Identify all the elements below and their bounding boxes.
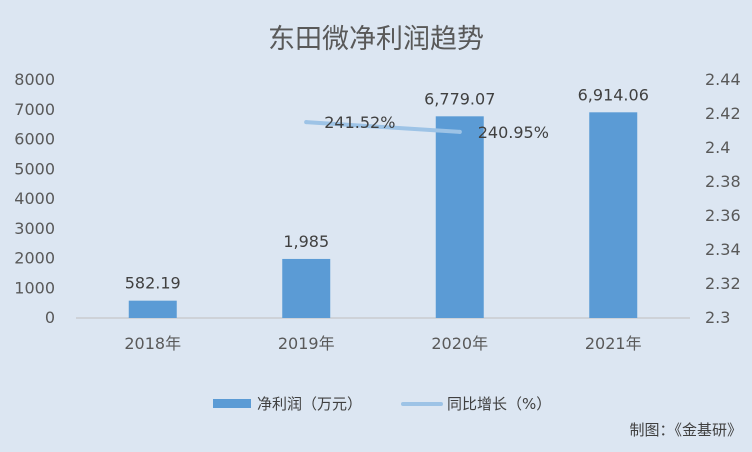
bar-data-label: 6,779.07 xyxy=(424,89,495,108)
bar xyxy=(435,116,484,319)
bar xyxy=(282,258,331,318)
line-data-label: 241.52% xyxy=(324,113,395,132)
bar-data-labels: 582.19 1,985 6,779.07 6,914.06 xyxy=(125,85,649,292)
x-axis: 2018年 2019年 2020年 2021年 xyxy=(124,334,641,353)
line-point xyxy=(304,120,309,125)
bar-data-label: 6,914.06 xyxy=(578,85,649,104)
right-axis-tick: 2.44 xyxy=(705,70,741,89)
bar-series xyxy=(128,112,638,319)
right-axis-tick: 2.32 xyxy=(705,274,741,293)
bar xyxy=(589,112,638,318)
left-axis-tick: 5000 xyxy=(14,159,55,178)
legend: 净利润（万元） 同比增长（%） xyxy=(213,395,551,413)
line-data-labels: 241.52% 240.95% xyxy=(324,113,549,142)
x-axis-tick: 2021年 xyxy=(585,334,642,353)
right-axis-tick: 2.4 xyxy=(705,138,730,157)
right-axis-tick: 2.34 xyxy=(705,240,741,259)
left-axis-tick: 2000 xyxy=(14,249,55,268)
line-series xyxy=(304,120,462,134)
line-point xyxy=(457,129,462,134)
bar-data-label: 582.19 xyxy=(125,274,181,293)
chart-title: 东田微净利润趋势 xyxy=(268,24,484,55)
source-note: 制图：《金基研》 xyxy=(629,421,742,439)
x-axis-tick: 2019年 xyxy=(278,334,335,353)
left-axis-tick: 0 xyxy=(45,308,55,327)
left-axis: 0 1000 2000 3000 4000 5000 6000 7000 8000 xyxy=(14,70,55,327)
right-axis-tick: 2.42 xyxy=(705,104,741,123)
growth-line xyxy=(304,120,462,134)
right-axis-tick: 2.3 xyxy=(705,308,730,327)
bar xyxy=(128,300,177,318)
legend-bar-swatch xyxy=(213,399,251,408)
line-data-label: 240.95% xyxy=(478,123,549,142)
left-axis-tick: 3000 xyxy=(14,219,55,238)
left-axis-tick: 8000 xyxy=(14,70,55,89)
left-axis-tick: 4000 xyxy=(14,189,55,208)
legend-line-label: 同比增长（%） xyxy=(447,395,551,413)
right-axis: 2.3 2.32 2.34 2.36 2.38 2.4 2.42 2.44 xyxy=(705,70,741,327)
left-axis-tick: 7000 xyxy=(14,100,55,119)
right-axis-tick: 2.36 xyxy=(705,206,741,225)
x-axis-tick: 2020年 xyxy=(431,334,488,353)
right-axis-tick: 2.38 xyxy=(705,172,741,191)
legend-bar-label: 净利润（万元） xyxy=(257,395,362,413)
left-axis-tick: 1000 xyxy=(14,278,55,297)
x-axis-tick: 2018年 xyxy=(124,334,181,353)
bar-data-label: 1,985 xyxy=(283,232,329,251)
left-axis-tick: 6000 xyxy=(14,130,55,149)
